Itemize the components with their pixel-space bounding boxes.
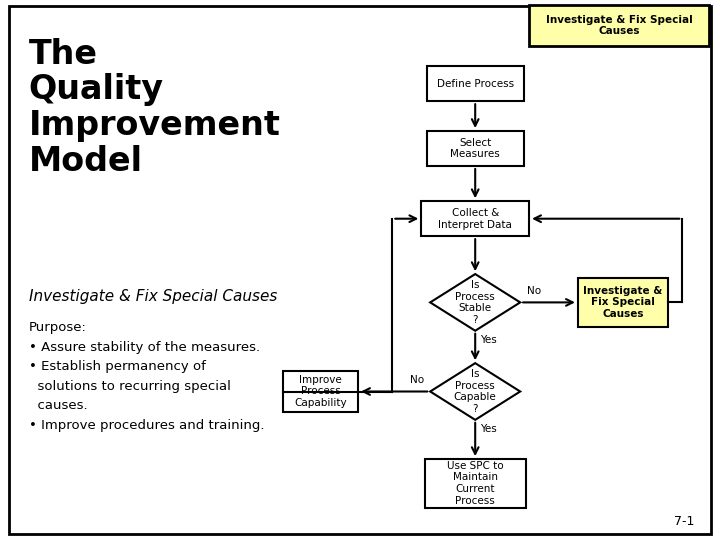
Text: Investigate & Fix Special
Causes: Investigate & Fix Special Causes [546, 15, 693, 36]
Text: Define Process: Define Process [436, 79, 514, 89]
Text: The
Quality
Improvement
Model: The Quality Improvement Model [29, 38, 281, 178]
Text: Investigate & Fix Special Causes: Investigate & Fix Special Causes [29, 289, 277, 304]
Text: Improve
Process
Capability: Improve Process Capability [294, 375, 347, 408]
FancyBboxPatch shape [9, 6, 711, 534]
FancyBboxPatch shape [426, 131, 524, 166]
Polygon shape [431, 363, 521, 420]
Text: No: No [410, 375, 425, 385]
Text: Investigate &
Fix Special
Causes: Investigate & Fix Special Causes [583, 286, 662, 319]
FancyBboxPatch shape [421, 201, 529, 237]
Text: Is
Process
Capable
?: Is Process Capable ? [454, 369, 497, 414]
Text: Collect &
Interpret Data: Collect & Interpret Data [438, 208, 512, 230]
Text: Yes: Yes [480, 424, 497, 434]
FancyBboxPatch shape [529, 5, 709, 46]
Text: Purpose:
• Assure stability of the measures.
• Establish permanency of
  solutio: Purpose: • Assure stability of the measu… [29, 321, 264, 432]
Text: No: No [527, 286, 541, 296]
Text: Use SPC to
Maintain
Current
Process: Use SPC to Maintain Current Process [447, 461, 503, 505]
Text: Select
Measures: Select Measures [450, 138, 500, 159]
FancyBboxPatch shape [283, 372, 359, 411]
Text: 7-1: 7-1 [675, 515, 695, 528]
FancyBboxPatch shape [425, 459, 526, 508]
Polygon shape [431, 274, 521, 330]
FancyBboxPatch shape [577, 278, 668, 327]
Text: Is
Process
Stable
?: Is Process Stable ? [455, 280, 495, 325]
Text: Yes: Yes [480, 335, 497, 345]
FancyBboxPatch shape [426, 66, 524, 102]
